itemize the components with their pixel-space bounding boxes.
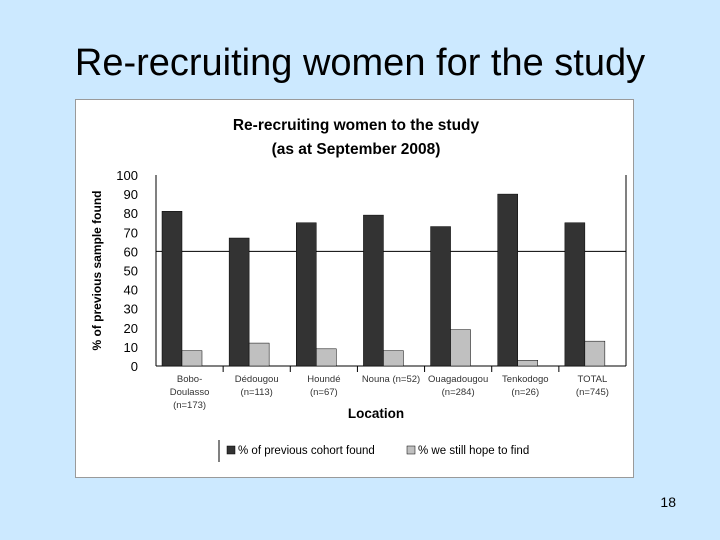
bar-found bbox=[430, 226, 451, 367]
bar-hope bbox=[383, 350, 404, 367]
x-category-label: (n=26) bbox=[511, 387, 539, 398]
bar-found bbox=[497, 193, 518, 367]
bar-found bbox=[161, 211, 183, 367]
y-tick-label: 50 bbox=[124, 264, 138, 279]
y-axis-label: % of previous sample found bbox=[90, 190, 104, 350]
x-category-label: Bobo- bbox=[177, 374, 202, 385]
legend-label-hope: % we still hope to find bbox=[418, 445, 529, 457]
bar-hope bbox=[517, 360, 538, 367]
bar-found bbox=[564, 222, 586, 367]
y-tick-label: 90 bbox=[124, 187, 138, 202]
bar-hope bbox=[584, 340, 606, 367]
x-category-label: (n=67) bbox=[310, 387, 338, 398]
x-category-label: Doulasso bbox=[170, 387, 210, 398]
x-category-label: (n=284) bbox=[442, 387, 475, 398]
x-category-label: Houndé bbox=[307, 374, 340, 385]
y-tick-label: 100 bbox=[116, 168, 138, 183]
bar-chart: Re-recruiting women to the study (as at S… bbox=[90, 117, 627, 462]
page-number: 18 bbox=[660, 494, 676, 510]
x-category-label: (n=113) bbox=[241, 387, 273, 398]
legend-swatch-found bbox=[226, 445, 236, 455]
legend-swatch-hope bbox=[406, 445, 416, 455]
x-category-label: Nouna (n=52) bbox=[362, 374, 420, 385]
y-tick-label: 20 bbox=[124, 321, 138, 336]
chart-subtitle: (as at September 2008) bbox=[272, 141, 441, 158]
y-tick-label: 70 bbox=[124, 225, 138, 240]
bar-hope bbox=[181, 350, 203, 367]
bar-hope bbox=[450, 329, 471, 367]
x-axis-label: Location bbox=[348, 406, 404, 421]
y-tick-label: 80 bbox=[124, 206, 138, 221]
x-category-label: (n=745) bbox=[576, 387, 609, 398]
y-tick-label: 0 bbox=[131, 359, 138, 374]
bar-found bbox=[363, 214, 384, 367]
legend-label-found: % of previous cohort found bbox=[238, 445, 375, 457]
bar-found bbox=[296, 222, 317, 367]
y-tick-label: 30 bbox=[124, 302, 138, 317]
x-category-label: Ouagadougou bbox=[428, 374, 488, 385]
chart-panel: Re-recruiting women to the study (as at S… bbox=[75, 99, 634, 478]
y-tick-label: 40 bbox=[124, 283, 138, 298]
bar-hope bbox=[248, 342, 270, 367]
chart-title: Re-recruiting women to the study bbox=[233, 117, 480, 134]
bar-hope bbox=[316, 348, 337, 367]
y-tick-label: 60 bbox=[124, 244, 138, 259]
bar-found bbox=[228, 237, 250, 367]
slide-title: Re-recruiting women for the study bbox=[74, 42, 646, 84]
y-tick-label: 10 bbox=[124, 340, 138, 355]
x-category-label: (n=173) bbox=[173, 400, 206, 411]
x-category-label: TOTAL bbox=[578, 374, 608, 385]
x-category-label: Tenkodogo bbox=[502, 374, 548, 385]
x-category-label: Dédougou bbox=[235, 374, 279, 385]
